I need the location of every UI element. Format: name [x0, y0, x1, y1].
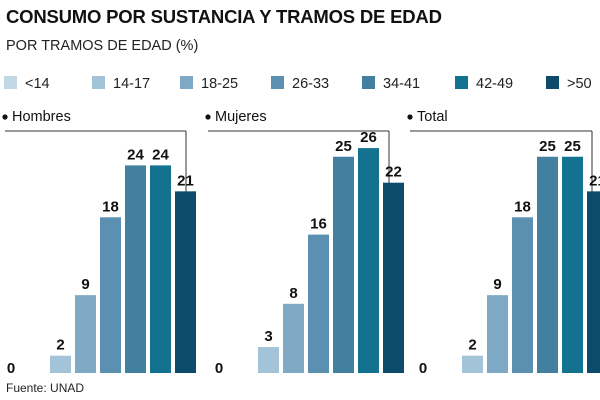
panel-title: Mujeres	[215, 109, 267, 125]
bar-hombres-4	[125, 165, 146, 373]
legend-swatch-5	[455, 76, 468, 89]
legend-label-6: >50	[567, 76, 592, 92]
bar-total-1	[462, 355, 483, 373]
bar-total-4	[537, 156, 558, 373]
data-label-total-6: 21	[589, 172, 600, 189]
legend-label-1: 14-17	[113, 76, 150, 92]
bar-mujeres-2	[283, 303, 304, 373]
bar-hombres-5	[150, 165, 171, 373]
chart-panels: Hombres 0 2 9 18 24 24 21 Mujeres 0 3 8 16 25 26 22 Tota…	[2, 109, 600, 377]
panel-total: Total 0 2 9 18 25 25 21	[407, 109, 600, 377]
data-label-mujeres-1: 3	[264, 328, 272, 345]
data-label-hombres-0: 0	[7, 360, 15, 377]
source-note: Fuente: UNAD	[6, 381, 85, 395]
data-label-total-0: 0	[419, 360, 427, 377]
data-label-hombres-2: 9	[81, 276, 89, 293]
data-label-mujeres-5: 26	[360, 129, 377, 146]
data-label-mujeres-6: 22	[385, 164, 402, 181]
panel-title: Hombres	[12, 109, 71, 125]
data-label-mujeres-0: 0	[215, 360, 223, 377]
data-label-mujeres-4: 25	[335, 138, 352, 155]
panel-mujeres: Mujeres 0 3 8 16 25 26 22	[205, 109, 404, 377]
bar-total-5	[562, 156, 583, 373]
data-label-mujeres-3: 16	[310, 216, 327, 233]
bar-hombres-6	[175, 191, 196, 373]
legend-swatch-2	[180, 76, 193, 89]
data-label-hombres-4: 24	[127, 146, 144, 163]
legend: <14 14-17 18-25 26-33 34-41 42-49 >50	[4, 76, 592, 92]
data-label-hombres-1: 2	[56, 337, 64, 354]
panel-marker-dot	[407, 114, 413, 120]
panel-title: Total	[417, 109, 448, 125]
legend-label-0: <14	[25, 76, 50, 92]
legend-swatch-1	[92, 76, 105, 89]
bar-hombres-2	[75, 295, 96, 373]
panel-marker-dot	[2, 114, 8, 120]
data-label-total-4: 25	[539, 138, 556, 155]
bar-mujeres-5	[358, 148, 379, 373]
data-label-hombres-6: 21	[177, 172, 194, 189]
data-label-hombres-3: 18	[102, 198, 119, 215]
bar-hombres-3	[100, 217, 121, 373]
bar-total-3	[512, 217, 533, 373]
legend-swatch-4	[362, 76, 375, 89]
chart-subtitle: POR TRAMOS DE EDAD (%)	[6, 38, 199, 54]
legend-swatch-3	[271, 76, 284, 89]
bar-mujeres-3	[308, 234, 329, 373]
bar-hombres-1	[50, 355, 71, 373]
bar-mujeres-6	[383, 182, 404, 373]
panel-hombres: Hombres 0 2 9 18 24 24 21	[2, 109, 196, 377]
legend-label-4: 34-41	[383, 76, 420, 92]
bar-mujeres-1	[258, 347, 279, 373]
panel-marker-dot	[205, 114, 211, 120]
data-label-total-2: 9	[493, 276, 501, 293]
legend-swatch-0	[4, 76, 17, 89]
data-label-total-1: 2	[468, 337, 476, 354]
chart-title: CONSUMO POR SUSTANCIA Y TRAMOS DE EDAD	[6, 6, 442, 27]
legend-label-5: 42-49	[476, 76, 513, 92]
bar-mujeres-4	[333, 156, 354, 373]
data-label-hombres-5: 24	[152, 146, 169, 163]
data-label-mujeres-2: 8	[289, 285, 297, 302]
bar-total-6	[587, 191, 600, 373]
legend-label-2: 18-25	[201, 76, 238, 92]
legend-label-3: 26-33	[292, 76, 329, 92]
data-label-total-5: 25	[564, 138, 581, 155]
data-label-total-3: 18	[514, 198, 531, 215]
legend-swatch-6	[546, 76, 559, 89]
bar-total-2	[487, 295, 508, 373]
